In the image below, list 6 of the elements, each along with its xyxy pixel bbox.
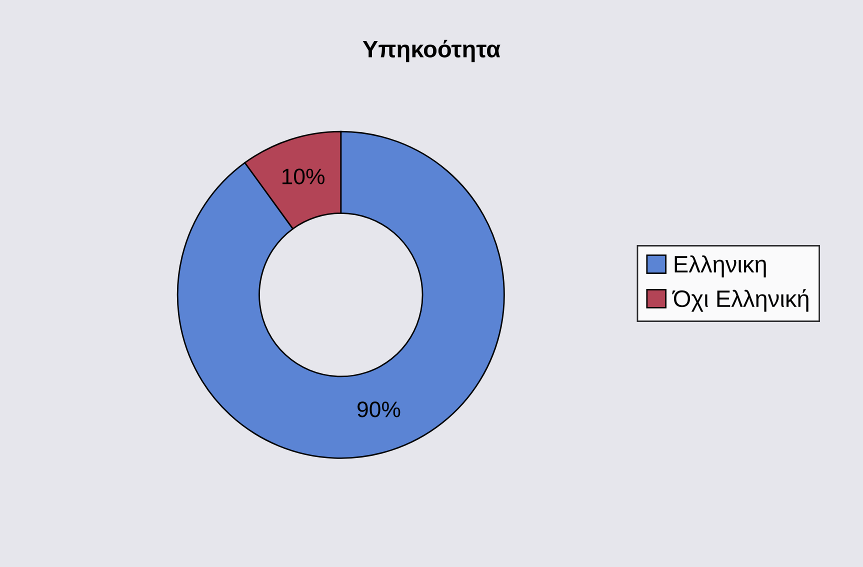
legend-label: Όχι Ελληνική <box>672 289 808 312</box>
donut-slice <box>176 130 505 459</box>
chart-title: Υπηκοότητα <box>362 40 500 62</box>
data-label: 90% <box>358 402 400 418</box>
data-label: 10% <box>282 168 324 184</box>
legend-label: Ελληνικη <box>674 255 766 278</box>
